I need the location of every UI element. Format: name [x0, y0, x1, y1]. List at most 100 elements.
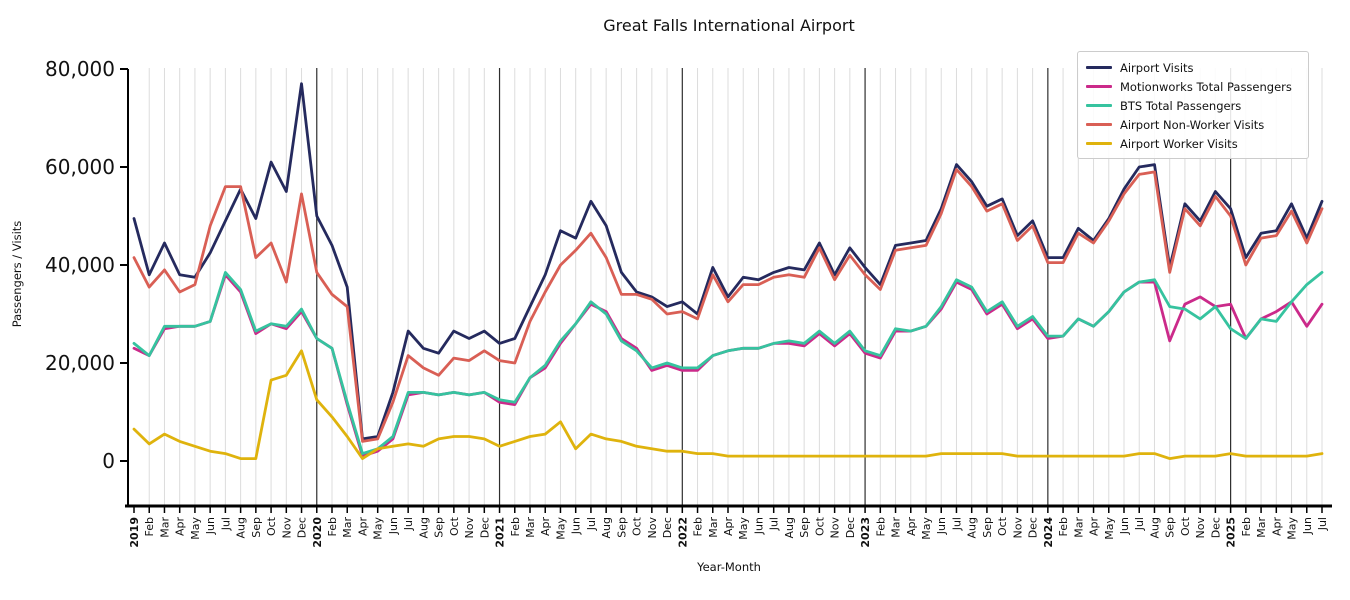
y-tick-label: 20,000 — [45, 351, 115, 375]
x-tick-label: Nov — [1194, 517, 1207, 539]
series-line-airport-visits — [132, 82, 1324, 441]
x-tick-label: Apr — [1088, 517, 1101, 537]
x-tick-label: 2023 — [859, 517, 872, 548]
legend-item-airport-visits: Airport Visits — [1086, 58, 1300, 77]
x-tick-label: Nov — [463, 517, 476, 539]
series-line-bts-total-passengers — [132, 270, 1324, 456]
legend-swatch-bts-total-passengers — [1086, 103, 1112, 108]
x-tick-label: 2020 — [311, 517, 324, 548]
x-tick-label: Dec — [1027, 517, 1040, 538]
x-tick-label: Apr — [356, 517, 369, 537]
legend-label: Airport Visits — [1120, 60, 1194, 75]
legend-item-airport-non-worker-visits: Airport Non-Worker Visits — [1086, 115, 1300, 134]
x-tick-label: May — [1103, 517, 1116, 540]
x-tick-label: Nov — [1011, 517, 1024, 539]
x-tick-label: Aug — [600, 517, 613, 538]
x-tick-label: Mar — [1255, 517, 1268, 538]
legend-item-bts-total-passengers: BTS Total Passengers — [1086, 96, 1300, 115]
x-tick-label: May — [554, 517, 567, 540]
legend: Airport Visits Motionworks Total Passenge… — [1077, 51, 1309, 159]
x-tick-label: Oct — [265, 516, 278, 536]
x-tick-label: 2021 — [494, 517, 507, 548]
x-tick-label: Jul — [585, 517, 598, 531]
x-tick-label: Oct — [1179, 516, 1192, 536]
x-tick-label: Dec — [296, 517, 309, 538]
x-tick-label: Nov — [829, 517, 842, 539]
x-tick-label: Feb — [326, 517, 339, 536]
x-tick-label: Jun — [935, 517, 948, 535]
legend-swatch-airport-visits — [1086, 65, 1112, 70]
x-tick-label: Aug — [235, 517, 248, 538]
x-tick-label: Jul — [402, 517, 415, 531]
x-tick-label: Apr — [174, 517, 187, 537]
x-tick-label: Nov — [646, 517, 659, 539]
x-tick-label: Aug — [417, 517, 430, 538]
x-tick-label: Jun — [1118, 517, 1131, 535]
x-tick-label: Sep — [1164, 517, 1177, 538]
x-tick-label: Jul — [768, 517, 781, 531]
legend-label: Airport Worker Visits — [1120, 136, 1238, 151]
x-tick-label: Jun — [752, 517, 765, 535]
x-tick-label: Feb — [143, 517, 156, 536]
x-tick-label: Mar — [158, 517, 171, 538]
x-tick-label: Mar — [707, 517, 720, 538]
x-tick-label: Jul — [1316, 517, 1329, 531]
legend-item-airport-worker-visits: Airport Worker Visits — [1086, 134, 1300, 153]
x-tick-label: Aug — [783, 517, 796, 538]
legend-label: Airport Non-Worker Visits — [1120, 117, 1265, 132]
x-tick-label: Oct — [813, 516, 826, 536]
x-tick-label: Nov — [280, 517, 293, 539]
x-tick-label: 2025 — [1225, 517, 1238, 548]
x-tick-label: Mar — [890, 517, 903, 538]
x-tick-label: Oct — [631, 516, 644, 536]
x-tick-label: Aug — [1148, 517, 1161, 538]
x-tick-label: May — [189, 517, 202, 540]
x-tick-label: 2024 — [1042, 517, 1055, 548]
x-tick-label: Mar — [1072, 517, 1085, 538]
legend-label: BTS Total Passengers — [1120, 98, 1242, 113]
y-tick-label: 80,000 — [45, 57, 115, 81]
x-tick-label: Dec — [661, 517, 674, 538]
y-tick-label: 0 — [102, 449, 115, 473]
legend-label: Motionworks Total Passengers — [1120, 79, 1292, 94]
x-tick-label: Dec — [844, 517, 857, 538]
y-tick-label: 60,000 — [45, 155, 115, 179]
legend-swatch-airport-worker-visits — [1086, 141, 1112, 146]
x-tick-label: Apr — [1270, 517, 1283, 537]
x-tick-label: Sep — [250, 517, 263, 538]
x-tick-label: May — [1286, 517, 1299, 540]
x-tick-label: Mar — [524, 517, 537, 538]
x-tick-label: May — [737, 517, 750, 540]
x-tick-label: Apr — [539, 517, 552, 537]
x-tick-label: 2019 — [128, 517, 141, 548]
legend-item-motionworks-total-passengers: Motionworks Total Passengers — [1086, 77, 1300, 96]
chart-title: Great Falls International Airport — [603, 16, 855, 35]
x-tick-label: Jul — [950, 517, 963, 531]
x-tick-label: Feb — [1240, 517, 1253, 536]
x-tick-label: Feb — [874, 517, 887, 536]
x-axis-label: Year-Month — [697, 560, 761, 574]
legend-swatch-motionworks-total-passengers — [1086, 84, 1112, 89]
x-tick-label: Dec — [478, 517, 491, 538]
series-line-airport-worker-visits — [132, 349, 1324, 461]
x-tick-label: Feb — [692, 517, 705, 536]
x-tick-label: Sep — [798, 517, 811, 538]
x-tick-label: Oct — [448, 516, 461, 536]
x-tick-label: Sep — [615, 517, 628, 538]
y-tick-label: 40,000 — [45, 253, 115, 277]
x-tick-label: May — [920, 517, 933, 540]
x-tick-label: Apr — [905, 517, 918, 537]
x-tick-label: Jun — [570, 517, 583, 535]
x-tick-label: Jun — [387, 517, 400, 535]
legend-swatch-airport-non-worker-visits — [1086, 122, 1112, 127]
series-line-airport-non-worker-visits — [132, 167, 1324, 443]
x-tick-label: May — [372, 517, 385, 540]
x-tick-label: Jul — [1133, 517, 1146, 531]
x-tick-label: Sep — [433, 517, 446, 538]
x-tick-label: Apr — [722, 517, 735, 537]
x-tick-label: Aug — [966, 517, 979, 538]
x-tick-label: Jun — [1301, 517, 1314, 535]
x-tick-label: Oct — [996, 516, 1009, 536]
